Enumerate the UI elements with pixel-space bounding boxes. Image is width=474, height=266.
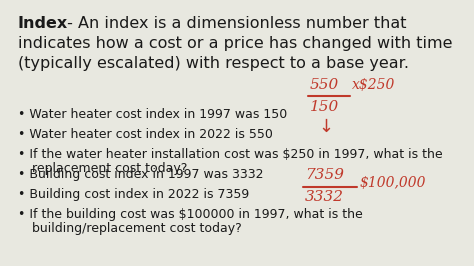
Text: • If the building cost was $100000 in 1997, what is the: • If the building cost was $100000 in 19… — [18, 208, 363, 221]
Text: indicates how a cost or a price has changed with time: indicates how a cost or a price has chan… — [18, 36, 453, 51]
Text: x$250: x$250 — [352, 78, 395, 92]
Text: - An index is a dimensionless number that: - An index is a dimensionless number tha… — [62, 16, 407, 31]
Text: • Building cost index in 2022 is 7359: • Building cost index in 2022 is 7359 — [18, 188, 249, 201]
Text: • Water heater cost index in 1997 was 150: • Water heater cost index in 1997 was 15… — [18, 108, 287, 121]
Text: ↓: ↓ — [318, 118, 333, 136]
Text: (typically escalated) with respect to a base year.: (typically escalated) with respect to a … — [18, 56, 409, 71]
Text: 3332: 3332 — [305, 190, 344, 204]
Text: Index: Index — [18, 16, 68, 31]
Text: 150: 150 — [310, 100, 339, 114]
Text: building/replacement cost today?: building/replacement cost today? — [32, 222, 242, 235]
Text: 7359: 7359 — [305, 168, 344, 182]
Text: • Water heater cost index in 2022 is 550: • Water heater cost index in 2022 is 550 — [18, 128, 273, 141]
Text: 550: 550 — [310, 78, 339, 92]
Text: • Building cost index in 1997 was 3332: • Building cost index in 1997 was 3332 — [18, 168, 264, 181]
Text: • If the water heater installation cost was $250 in 1997, what is the: • If the water heater installation cost … — [18, 148, 443, 161]
Text: $100,000: $100,000 — [360, 176, 427, 190]
Text: replacement cost today?: replacement cost today? — [32, 162, 187, 175]
